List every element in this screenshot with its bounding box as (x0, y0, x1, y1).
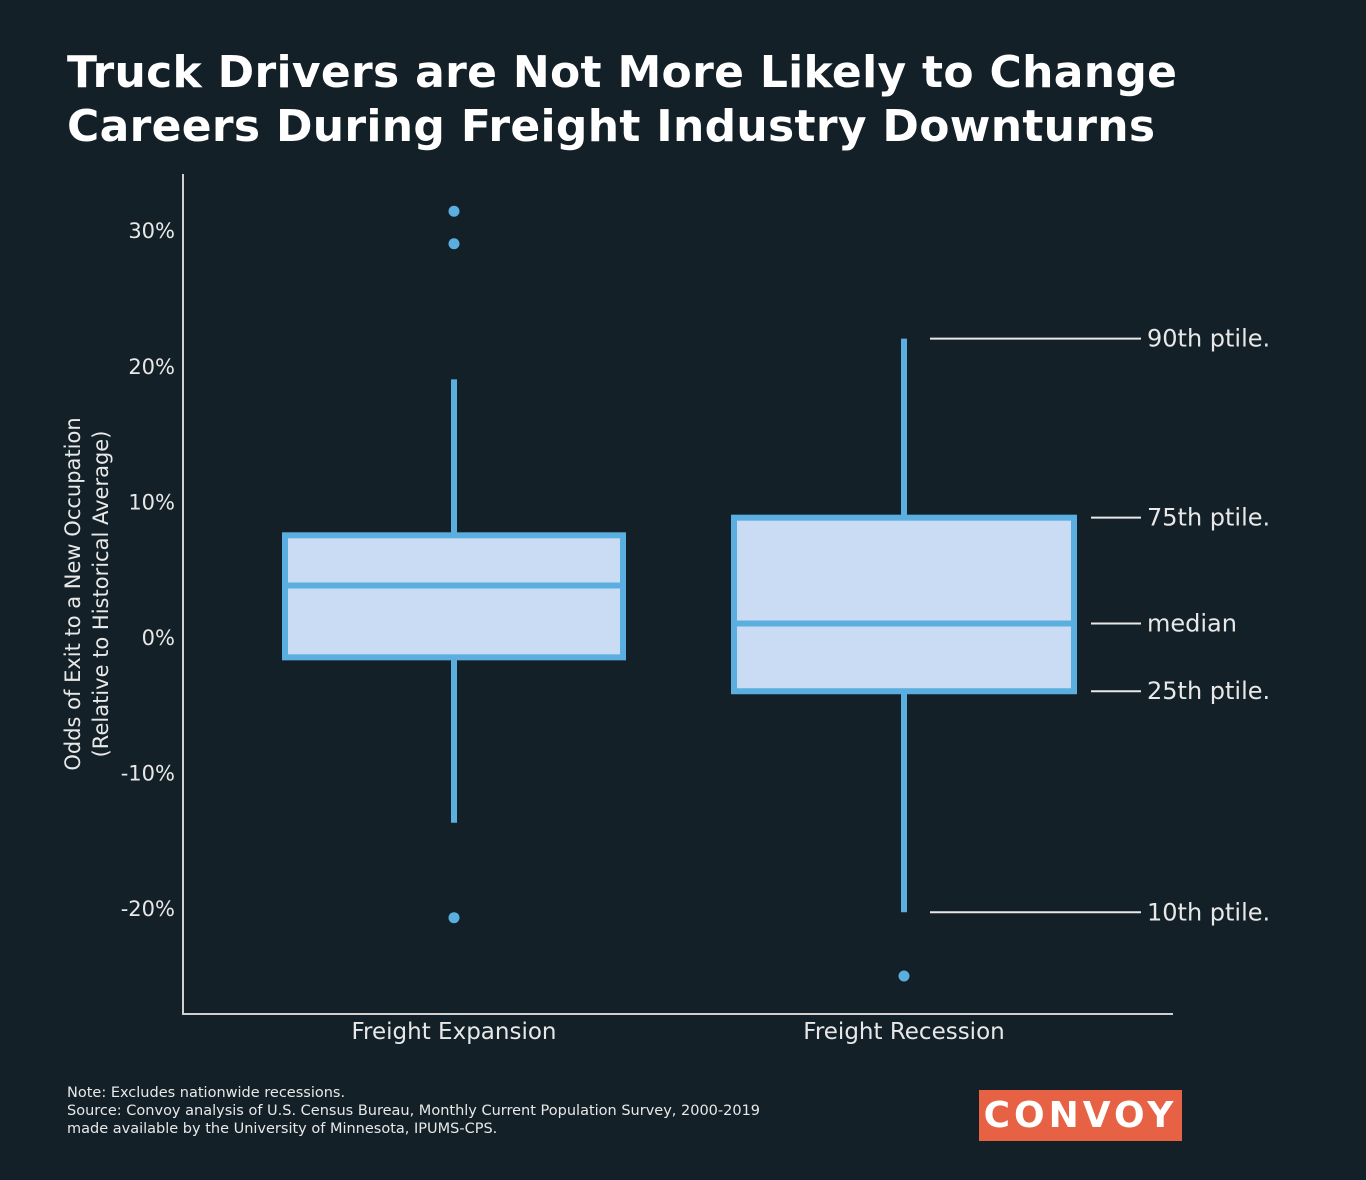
title-line-1: Truck Drivers are Not More Likely to Cha… (67, 47, 1178, 98)
outlier-point (448, 912, 460, 924)
y-tick-label: -10% (121, 762, 175, 786)
y-axis-label-2: (Relative to Historical Average) (89, 431, 113, 758)
y-axis-label: Odds of Exit to a New Occupation (61, 417, 85, 770)
chart-title: Truck Drivers are Not More Likely to Cha… (67, 46, 1177, 154)
y-tick-label: 0% (142, 626, 175, 650)
annotation-label: median (1147, 609, 1237, 637)
annotation-label: 75th ptile. (1147, 504, 1270, 532)
source-text: Source: Convoy analysis of U.S. Census B… (67, 1103, 761, 1119)
annotation-label: 90th ptile. (1147, 325, 1270, 353)
source-text-2: made available by the University of Minn… (67, 1121, 498, 1137)
convoy-logo: CONVOY (979, 1090, 1182, 1141)
note-text: Note: Excludes nationwide recessions. (67, 1085, 346, 1101)
y-tick-label: 20% (128, 355, 175, 379)
iqr-box (282, 532, 626, 661)
y-tick-label: 30% (128, 219, 175, 243)
annotation-label: 25th ptile. (1147, 677, 1270, 705)
x-tick-label: Freight Expansion (352, 1019, 557, 1045)
outlier-point (448, 205, 460, 217)
y-tick-label: 10% (128, 490, 175, 514)
annotation-label: 10th ptile. (1147, 898, 1270, 926)
outlier-point (448, 238, 460, 250)
x-tick-label: Freight Recession (803, 1019, 1004, 1045)
outlier-point (898, 970, 910, 982)
y-tick-label: -20% (121, 897, 175, 921)
iqr-box (731, 514, 1077, 695)
title-line-2: Careers During Freight Industry Downturn… (67, 101, 1156, 152)
